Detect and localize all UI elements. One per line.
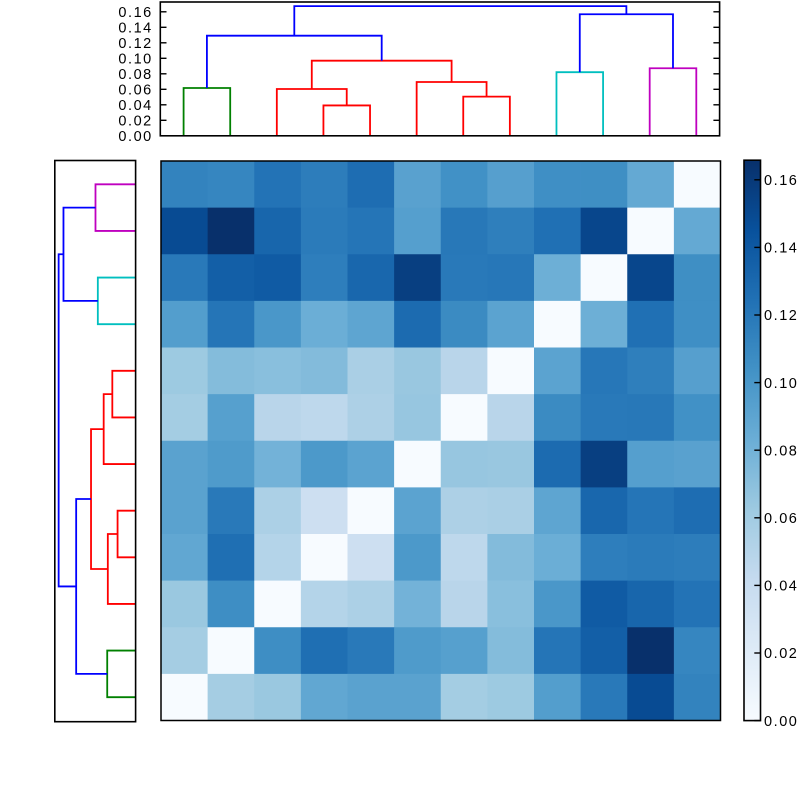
svg-text:0.16: 0.16 <box>118 5 152 21</box>
svg-text:0.02: 0.02 <box>118 114 152 130</box>
svg-text:0.12: 0.12 <box>118 36 152 52</box>
svg-text:0.08: 0.08 <box>118 67 152 83</box>
svg-text:0.16: 0.16 <box>764 173 798 189</box>
svg-text:0.12: 0.12 <box>764 308 798 324</box>
svg-text:0.10: 0.10 <box>118 52 152 68</box>
svg-text:0.10: 0.10 <box>764 376 798 392</box>
svg-text:0.08: 0.08 <box>764 443 798 459</box>
svg-text:0.06: 0.06 <box>118 83 152 99</box>
svg-text:0.14: 0.14 <box>118 21 152 37</box>
svg-text:0.04: 0.04 <box>118 98 152 114</box>
svg-text:0.04: 0.04 <box>764 579 798 595</box>
svg-text:0.00: 0.00 <box>764 714 798 730</box>
svg-text:0.06: 0.06 <box>764 511 798 527</box>
svg-text:0.14: 0.14 <box>764 241 798 257</box>
svg-text:0.00: 0.00 <box>118 129 152 145</box>
svg-text:0.02: 0.02 <box>764 646 798 662</box>
